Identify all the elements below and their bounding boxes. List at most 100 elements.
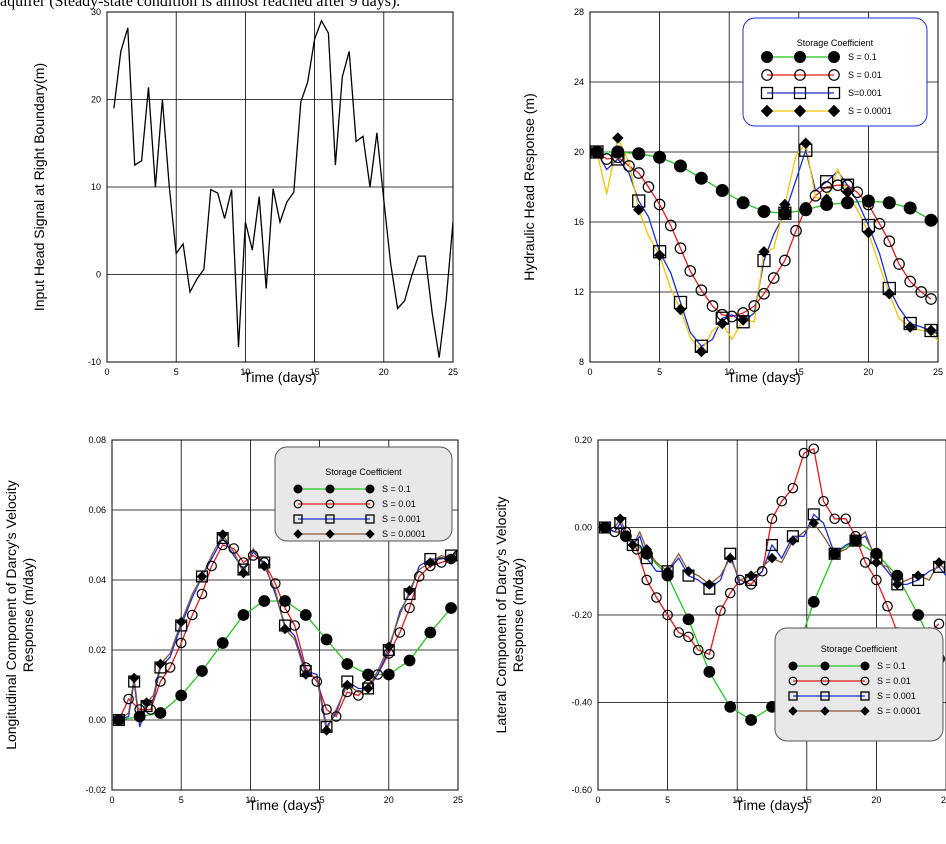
data-point	[154, 707, 167, 719]
data-point	[862, 198, 875, 211]
data-point	[694, 171, 708, 185]
data-point	[724, 700, 737, 713]
data-point	[715, 605, 726, 616]
data-point	[695, 284, 708, 297]
legend-box	[774, 627, 944, 742]
data-point	[155, 676, 166, 687]
data-point	[330, 711, 342, 722]
caption-text: aquifer (Steady-state condition is almos…	[0, 0, 401, 10]
y-tick-label: 16	[574, 217, 584, 227]
data-point	[903, 201, 917, 215]
data-point	[651, 592, 662, 603]
data-point	[766, 552, 778, 564]
y-tick-label: 0	[96, 270, 101, 280]
legend-label: S = 0.1	[848, 52, 877, 62]
data-point	[859, 557, 871, 568]
plot-frame	[597, 439, 946, 791]
data-point	[779, 198, 791, 211]
legend-marker	[860, 706, 870, 716]
data-point	[662, 566, 673, 577]
series-line	[118, 533, 458, 733]
data-point	[933, 618, 945, 630]
y-tick-label: 0.04	[88, 575, 106, 585]
legend-marker	[860, 661, 870, 671]
data-point	[933, 557, 945, 568]
x-axis-label: Time (days)	[248, 797, 321, 813]
data-point	[692, 644, 704, 656]
data-point	[612, 132, 624, 144]
data-point	[113, 714, 125, 726]
x-tick-label: 25	[933, 367, 943, 377]
data-point	[299, 609, 312, 621]
data-point	[891, 578, 904, 591]
data-point	[862, 226, 875, 239]
data-point	[175, 689, 188, 702]
data-point	[186, 609, 198, 621]
data-point	[270, 578, 281, 589]
data-point	[818, 495, 829, 507]
data-point	[819, 175, 834, 189]
data-point	[808, 517, 819, 529]
y-tick-label: 0.02	[88, 645, 106, 655]
data-point	[141, 697, 152, 708]
data-point	[664, 219, 677, 232]
legend-marker	[828, 69, 840, 81]
data-point	[661, 565, 674, 578]
data-point	[361, 682, 375, 695]
data-point	[320, 633, 333, 646]
data-point	[840, 513, 852, 525]
legend-marker	[828, 51, 840, 63]
x-axis-label: Time (days)	[735, 797, 808, 813]
x-tick-label: 15	[310, 367, 320, 377]
data-point	[682, 613, 695, 626]
data-point	[748, 300, 761, 312]
data-point	[206, 560, 217, 572]
data-point	[123, 693, 134, 705]
data-point	[790, 224, 802, 237]
y-axis-label: Hydraulic Head Response (m)	[521, 93, 537, 281]
y-tick-label: 0.00	[88, 715, 106, 725]
data-point	[641, 574, 653, 586]
x-axis-label: Time (days)	[243, 369, 316, 385]
legend-marker	[325, 484, 335, 494]
legend-label: S = 0.0001	[848, 106, 892, 116]
series-line	[604, 447, 940, 656]
data-point	[758, 287, 770, 300]
data-point	[311, 676, 323, 687]
data-point	[807, 595, 820, 608]
data-point	[591, 146, 603, 158]
x-tick-label: 0	[595, 795, 600, 805]
data-point	[800, 137, 812, 149]
y-tick-label: 30	[91, 7, 101, 17]
data-point	[196, 665, 208, 677]
legend-marker	[293, 484, 303, 494]
legend-label: S = 0.1	[877, 661, 906, 671]
data-point	[632, 167, 645, 179]
data-point	[175, 616, 187, 628]
data-point	[217, 529, 228, 540]
data-point	[706, 300, 719, 312]
data-point	[828, 547, 841, 560]
data-point	[623, 160, 635, 172]
data-point	[341, 658, 354, 670]
data-point	[452, 550, 458, 561]
y-axis-label-line: Hydraulic Head Response (m)	[521, 93, 537, 281]
x-tick-label: 0	[109, 795, 114, 805]
legend-marker	[325, 499, 335, 509]
legend-label: S = 0.001	[877, 691, 916, 701]
legend-marker	[325, 514, 335, 524]
data-point	[703, 665, 716, 678]
data-point	[372, 669, 384, 680]
series-line	[118, 600, 452, 721]
legend: Storage Coefficient S = 0.1 S = 0.01 S = 0.…	[774, 627, 944, 742]
data-point	[598, 521, 612, 534]
data-point	[850, 535, 861, 546]
plot-frame	[589, 11, 939, 363]
data-point	[175, 637, 187, 649]
plot-frame	[106, 11, 454, 363]
y-axis-label-line: Response (m/day)	[20, 558, 36, 672]
data-point	[684, 265, 697, 277]
data-point	[382, 668, 395, 681]
legend-marker	[788, 706, 798, 716]
x-tick-label: 15	[794, 367, 804, 377]
